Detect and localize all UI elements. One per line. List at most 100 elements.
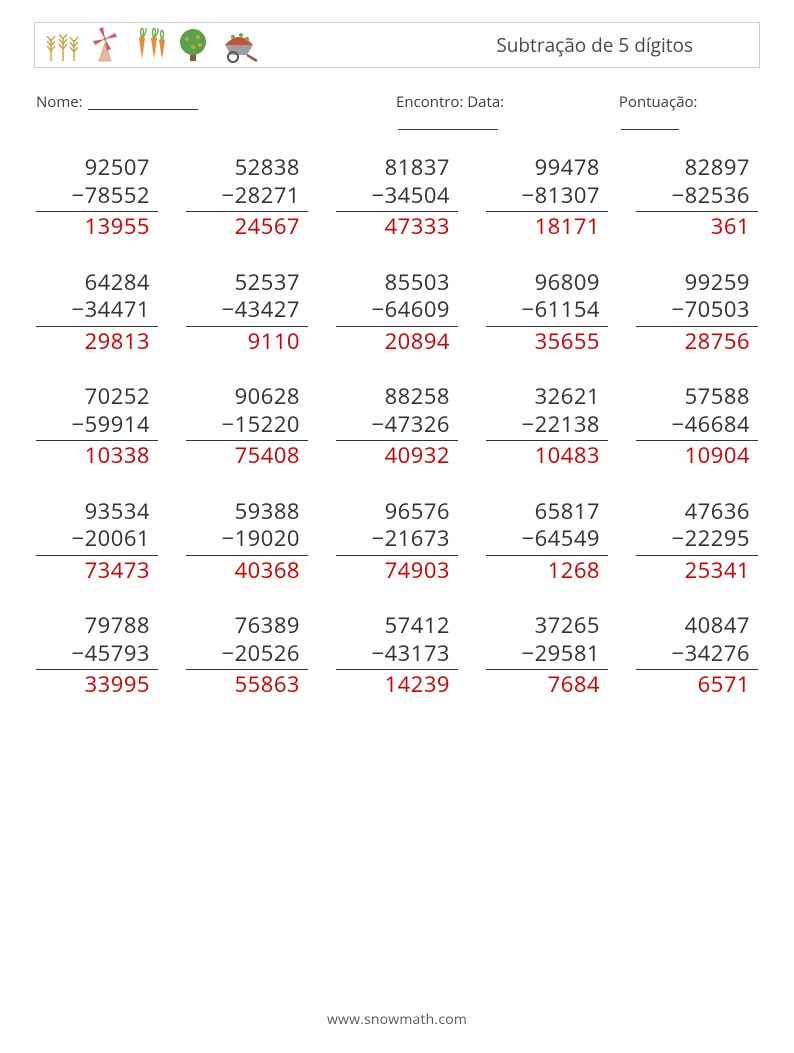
answer: 73473: [36, 556, 158, 585]
subtraction-problem: 92507−7855213955: [36, 154, 158, 241]
subtraction-problem: 64284−34471 29813: [36, 269, 158, 356]
worksheet-header: Subtração de 5 dígitos: [34, 22, 760, 68]
subtraction-problem: 93534−2006173473: [36, 498, 158, 585]
subtrahend: −64609: [336, 296, 458, 324]
answer: 29813: [36, 327, 158, 356]
subtrahend: −46684: [636, 411, 758, 439]
subtraction-problem: 57588−4668410904: [636, 383, 758, 470]
answer: 1268: [486, 556, 608, 585]
subtraction-problem: 57412−4317314239: [336, 612, 458, 699]
answer: 18171: [486, 212, 608, 241]
minuend: 57412: [336, 612, 458, 640]
answer: 55863: [186, 670, 308, 699]
score-blank[interactable]: [621, 129, 679, 130]
subtraction-problem: 52537−43427 9110: [186, 269, 308, 356]
answer: 10904: [636, 441, 758, 470]
problems-grid: 92507−785521395552838−282712456781837−34…: [34, 154, 760, 699]
subtraction-problem: 52838−2827124567: [186, 154, 308, 241]
subtrahend: −70503: [636, 296, 758, 324]
subtraction-problem: 32621−2213810483: [486, 383, 608, 470]
subtraction-problem: 76389−2052655863: [186, 612, 308, 699]
subtrahend: −43427: [186, 296, 308, 324]
subtraction-problem: 82897−82536361: [636, 154, 758, 241]
subtrahend: −34504: [336, 182, 458, 210]
minuend: 79788: [36, 612, 158, 640]
minuend: 32621: [486, 383, 608, 411]
answer: 10483: [486, 441, 608, 470]
subtrahend: −21673: [336, 525, 458, 553]
answer: 74903: [336, 556, 458, 585]
minuend: 96809: [486, 269, 608, 297]
answer: 24567: [186, 212, 308, 241]
subtraction-problem: 88258−4732640932: [336, 383, 458, 470]
minuend: 92507: [36, 154, 158, 182]
answer: 14239: [336, 670, 458, 699]
minuend: 57588: [636, 383, 758, 411]
minuend: 37265: [486, 612, 608, 640]
minuend: 85503: [336, 269, 458, 297]
minuend: 99259: [636, 269, 758, 297]
answer: 75408: [186, 441, 308, 470]
subtraction-problem: 47636−2229525341: [636, 498, 758, 585]
subtrahend: −34471: [36, 296, 158, 324]
name-label: Nome:: [36, 92, 83, 112]
subtraction-problem: 85503−64609 20894: [336, 269, 458, 356]
name-blank[interactable]: [88, 109, 198, 110]
subtrahend: −61154: [486, 296, 608, 324]
minuend: 52838: [186, 154, 308, 182]
minuend: 76389: [186, 612, 308, 640]
answer: 40932: [336, 441, 458, 470]
minuend: 40847: [636, 612, 758, 640]
minuend: 90628: [186, 383, 308, 411]
subtrahend: −81307: [486, 182, 608, 210]
subtrahend: −29581: [486, 640, 608, 668]
answer: 28756: [636, 327, 758, 356]
subtrahend: −78552: [36, 182, 158, 210]
minuend: 47636: [636, 498, 758, 526]
answer: 47333: [336, 212, 458, 241]
subtraction-problem: 96576−2167374903: [336, 498, 458, 585]
minuend: 59388: [186, 498, 308, 526]
subtraction-problem: 81837−3450447333: [336, 154, 458, 241]
subtraction-problem: 37265−295817684: [486, 612, 608, 699]
subtraction-problem: 70252−5991410338: [36, 383, 158, 470]
minuend: 99478: [486, 154, 608, 182]
minuend: 82897: [636, 154, 758, 182]
answer: 6571: [636, 670, 758, 699]
answer: 35655: [486, 327, 608, 356]
minuend: 64284: [36, 269, 158, 297]
minuend: 70252: [36, 383, 158, 411]
answer: 7684: [486, 670, 608, 699]
subtrahend: −20526: [186, 640, 308, 668]
minuend: 88258: [336, 383, 458, 411]
subtrahend: −82536: [636, 182, 758, 210]
carrots-icon: [129, 25, 169, 65]
answer: 9110: [186, 327, 308, 356]
date-label: Encontro: Data:: [396, 92, 504, 112]
date-blank[interactable]: [398, 129, 498, 130]
answer: 20894: [336, 327, 458, 356]
subtrahend: −22138: [486, 411, 608, 439]
subtrahend: −19020: [186, 525, 308, 553]
windmill-icon: [85, 25, 125, 65]
tree-icon: [173, 25, 213, 65]
minuend: 52537: [186, 269, 308, 297]
minuend: 93534: [36, 498, 158, 526]
wheat-icon: [41, 25, 81, 65]
subtrahend: −45793: [36, 640, 158, 668]
subtrahend: −34276: [636, 640, 758, 668]
worksheet-title: Subtração de 5 dígitos: [496, 32, 743, 58]
subtraction-problem: 40847−342766571: [636, 612, 758, 699]
subtrahend: −64549: [486, 525, 608, 553]
subtrahend: −22295: [636, 525, 758, 553]
score-label: Pontuação:: [619, 92, 698, 112]
footer-url: www.snowmath.com: [0, 1010, 794, 1029]
header-icon-strip: [41, 25, 261, 65]
answer: 40368: [186, 556, 308, 585]
minuend: 65817: [486, 498, 608, 526]
subtrahend: −15220: [186, 411, 308, 439]
minuend: 81837: [336, 154, 458, 182]
subtraction-problem: 90628−1522075408: [186, 383, 308, 470]
wheelbarrow-icon: [217, 25, 261, 65]
subtrahend: −28271: [186, 182, 308, 210]
